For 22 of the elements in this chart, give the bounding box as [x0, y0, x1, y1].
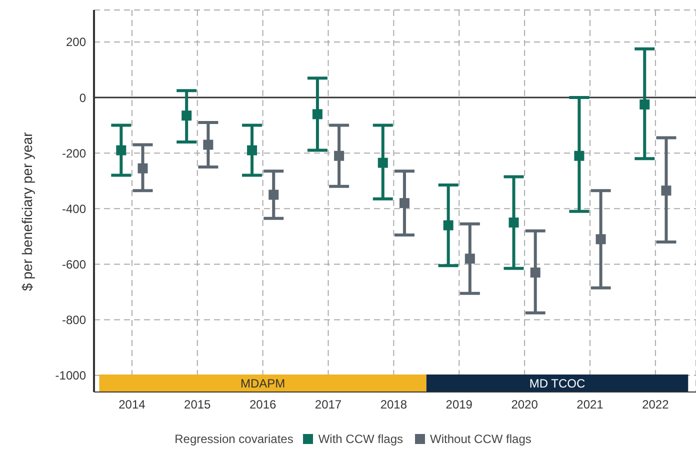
- band-label: MDAPM: [240, 376, 286, 390]
- y-axis-title: $ per beneficiary per year: [18, 132, 35, 291]
- y-tick-label: 0: [79, 90, 86, 105]
- y-tick-label: -800: [62, 313, 86, 328]
- legend-label: With CCW flags: [318, 432, 404, 446]
- y-tick-label: -1000: [55, 368, 86, 383]
- x-tick-label: 2022: [642, 398, 670, 412]
- x-tick-label: 2019: [446, 398, 473, 412]
- x-tick-label: 2017: [314, 398, 342, 412]
- x-tick-label: 2014: [118, 398, 146, 412]
- x-tick-label: 2015: [184, 398, 212, 412]
- x-tick-label: 2018: [380, 398, 408, 412]
- x-tick-label: 2016: [249, 398, 276, 412]
- y-tick-label: -400: [62, 202, 86, 216]
- y-tick-label: 200: [66, 35, 86, 50]
- band-label: MD TCOC: [529, 376, 586, 390]
- legend-title: Regression covariates: [174, 432, 294, 446]
- x-tick-label: 2020: [511, 398, 538, 412]
- y-tick-label: -200: [62, 146, 86, 160]
- legend-label: Without CCW flags: [430, 432, 532, 446]
- y-tick-label: -600: [62, 257, 86, 272]
- x-tick-label: 2021: [576, 398, 604, 412]
